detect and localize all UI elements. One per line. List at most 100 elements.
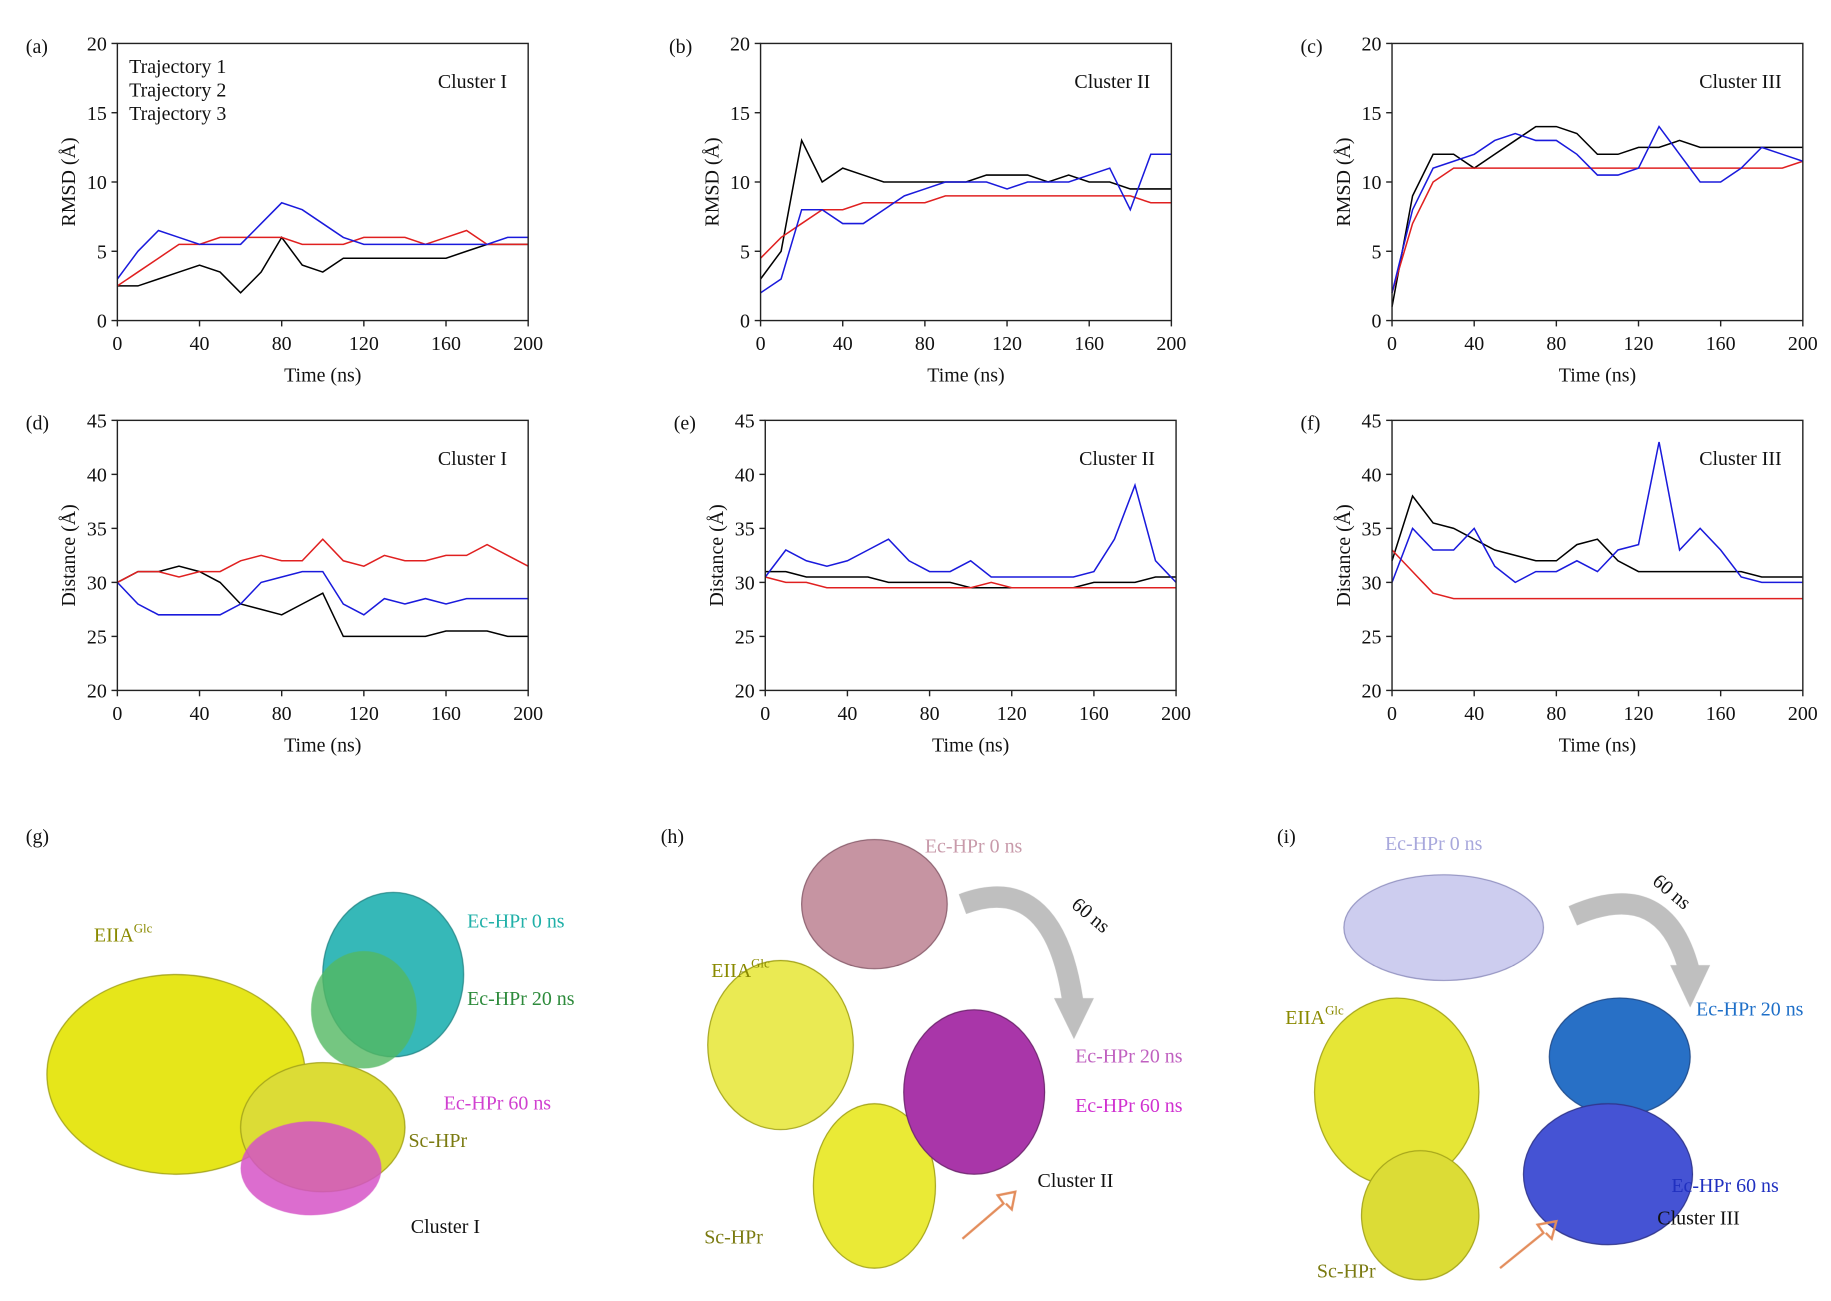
x-tick-label: 40 — [837, 703, 857, 725]
label-text: EIIA — [1285, 1007, 1325, 1029]
y-tick-label: 10 — [1362, 172, 1382, 194]
label-superscript: Glc — [1325, 1002, 1344, 1017]
series-line — [1391, 549, 1803, 600]
x-tick-label: 120 — [997, 703, 1027, 725]
structure-label: EIIAGlc — [94, 920, 153, 946]
label-text: Ec-HPr 0 ns — [467, 911, 565, 933]
protein — [1360, 1150, 1480, 1281]
x-tick-label: 160 — [431, 333, 461, 355]
arrow — [1568, 893, 1701, 978]
x-axis-label: Time (ns) — [927, 365, 1004, 387]
panel-label: (i) — [1277, 826, 1296, 848]
legend-entry: Trajectory 3 — [129, 103, 226, 125]
y-tick-label: 30 — [87, 572, 107, 594]
x-tick-label: 160 — [431, 703, 461, 725]
structure-label: Ec-HPr 60 ns — [1075, 1095, 1183, 1117]
protein — [240, 1121, 382, 1216]
y-axis-label: Distance (Å) — [1333, 504, 1355, 606]
structure-label: Ec-HPr 0 ns — [1385, 833, 1483, 855]
x-tick-label: 40 — [1464, 333, 1484, 355]
label-text: Sc-HPr — [408, 1130, 467, 1152]
panel-label: (d) — [26, 413, 49, 435]
x-tick-label: 40 — [190, 333, 210, 355]
y-tick-label: 10 — [87, 172, 107, 194]
structure-label: Ec-HPr 0 ns — [467, 911, 565, 933]
x-axis-label: Time (ns) — [284, 734, 361, 756]
label-superscript: Glc — [751, 956, 770, 971]
protein — [707, 959, 854, 1131]
plot-frame — [764, 419, 1177, 692]
x-axis-label: Time (ns) — [1559, 734, 1636, 756]
structure-label: 60 ns — [1067, 893, 1114, 937]
label-text: Sc-HPr — [704, 1226, 763, 1248]
plot-frame — [116, 419, 529, 692]
y-tick-label: 35 — [1362, 518, 1382, 540]
structure-label: Ec-HPr 20 ns — [1696, 999, 1804, 1021]
label-text: Cluster II — [1038, 1170, 1114, 1192]
x-tick-label: 0 — [1387, 703, 1397, 725]
y-tick-label: 20 — [735, 680, 755, 702]
y-tick-label: 20 — [87, 680, 107, 702]
annotation: Cluster II — [1079, 448, 1155, 470]
y-tick-label: 20 — [1362, 680, 1382, 702]
y-tick-label: 0 — [97, 311, 107, 333]
arrow-head — [1053, 998, 1094, 1040]
plot-frame — [1391, 42, 1804, 322]
structure-label: Ec-HPr 60 ns — [444, 1093, 552, 1115]
series-line — [1391, 125, 1804, 294]
x-tick-label: 0 — [112, 703, 122, 725]
y-tick-label: 5 — [740, 241, 750, 263]
protein — [1343, 874, 1545, 982]
label-text: Cluster I — [411, 1216, 480, 1238]
structure-art — [46, 838, 1711, 1281]
y-tick-label: 5 — [1371, 241, 1381, 263]
series-line — [760, 195, 1172, 259]
legend-entry: Trajectory 1 — [129, 56, 226, 78]
annotation: Cluster I — [438, 71, 507, 93]
x-tick-label: 80 — [272, 333, 292, 355]
x-tick-label: 120 — [1624, 333, 1654, 355]
structure-label: Cluster III — [1657, 1208, 1739, 1230]
x-tick-label: 200 — [1161, 703, 1191, 725]
arrow — [961, 1190, 1017, 1240]
y-tick-label: 45 — [1362, 410, 1382, 432]
protein — [812, 1103, 937, 1269]
structure-label: EIIAGlc — [1285, 1002, 1344, 1028]
x-tick-label: 0 — [760, 703, 770, 725]
structure-label: Ec-HPr 20 ns — [467, 988, 575, 1010]
y-tick-label: 40 — [87, 464, 107, 486]
annotation: Cluster III — [1699, 448, 1781, 470]
label-text: Ec-HPr 0 ns — [1385, 833, 1483, 855]
label-text: Ec-HPr 0 ns — [925, 835, 1023, 857]
x-tick-label: 80 — [1546, 333, 1566, 355]
panel-label: (f) — [1300, 413, 1320, 435]
x-tick-label: 80 — [1546, 703, 1566, 725]
y-tick-label: 15 — [1362, 103, 1382, 125]
y-tick-label: 10 — [730, 172, 750, 194]
label-text: Ec-HPr 60 ns — [1671, 1175, 1779, 1197]
x-tick-label: 40 — [190, 703, 210, 725]
x-tick-label: 200 — [513, 333, 543, 355]
x-tick-label: 200 — [1788, 703, 1818, 725]
series-line — [117, 538, 529, 584]
x-tick-label: 160 — [1706, 703, 1736, 725]
label-text: 60 ns — [1067, 893, 1114, 937]
x-tick-label: 120 — [349, 333, 379, 355]
panel-label: (g) — [26, 826, 49, 848]
series-line — [1391, 441, 1803, 584]
x-axis-label: Time (ns) — [932, 734, 1009, 756]
series-line — [764, 482, 1177, 583]
series-line — [1391, 494, 1803, 578]
structure-label: Ec-HPr 60 ns — [1671, 1175, 1779, 1197]
panel-label: (c) — [1300, 36, 1322, 58]
x-tick-label: 200 — [1788, 333, 1818, 355]
series-line — [116, 201, 529, 280]
x-tick-label: 120 — [349, 703, 379, 725]
y-tick-label: 25 — [87, 626, 107, 648]
annotation: Cluster I — [438, 448, 507, 470]
x-tick-label: 200 — [513, 703, 543, 725]
x-tick-label: 200 — [1156, 333, 1186, 355]
protein — [903, 1009, 1046, 1175]
